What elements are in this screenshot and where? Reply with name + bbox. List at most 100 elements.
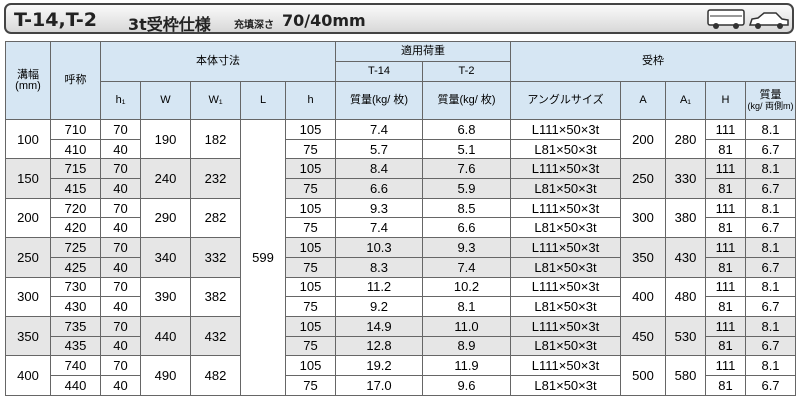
table-cell: 75: [285, 335, 336, 357]
header-cell: アングルサイズ: [510, 81, 621, 120]
table-cell: L81×50×3t: [510, 256, 621, 278]
table-cell: 332: [190, 237, 241, 278]
spec: 3t受枠仕様: [128, 15, 211, 34]
table-cell: L111×50×3t: [510, 237, 621, 258]
table-cell: 430: [665, 237, 706, 278]
table-cell: 500: [620, 355, 666, 396]
table-cell: 75: [285, 256, 336, 278]
table-cell: 40: [100, 138, 141, 160]
table-cell: 6.7: [744, 335, 797, 357]
table-cell: 105: [285, 119, 336, 140]
table-cell: 190: [140, 118, 191, 160]
table-cell: L111×50×3t: [510, 315, 621, 337]
table-row: 400 740 70 490 482 105 19.2 11.9 L111×50×3t 500 58…: [5, 355, 797, 396]
table-cell: 81: [705, 178, 746, 199]
depth: 70/40mm: [282, 11, 366, 30]
header-cell: 本体寸法: [100, 41, 336, 82]
table-cell: 11.0: [422, 315, 511, 337]
table-cell: 440: [140, 315, 191, 357]
table-cell: 7.6: [422, 158, 511, 180]
table-cell: 10.3: [335, 237, 423, 258]
table-cell: L81×50×3t: [510, 296, 621, 317]
table-cell: 440: [50, 374, 101, 396]
model: T-14,T-2: [14, 9, 97, 31]
table-cell: 710: [50, 119, 101, 140]
table-cell: 6.7: [744, 217, 797, 239]
table-cell: 435: [50, 335, 101, 357]
table-cell: L111×50×3t: [510, 197, 621, 219]
table-cell: 75: [285, 138, 336, 160]
table-cell: 8.1: [744, 119, 797, 140]
table-cell: L111×50×3t: [510, 158, 621, 180]
table-cell: 70: [100, 237, 141, 258]
table-cell: 8.1: [744, 355, 797, 376]
table-cell: 75: [285, 374, 336, 396]
table-row: 150 715 70 240 232 105 8.4 7.6 L111×50×3t 250 330 1…: [5, 158, 797, 199]
table-cell: 530: [665, 315, 706, 357]
table-cell: 12.8: [335, 335, 423, 357]
table-cell: 182: [190, 118, 241, 160]
header-cell: h₁: [100, 81, 141, 120]
table-cell: 9.6: [422, 374, 511, 396]
title-bar: T-14,T-2 3t受枠仕様 充填深さ 70/40mm: [4, 3, 794, 34]
header-cell: 受枠: [509, 41, 797, 82]
table-cell: 340: [140, 237, 191, 278]
header-text: (kg/ 両側m): [747, 100, 794, 111]
header-text: 質量: [759, 88, 782, 101]
table-cell: 70: [100, 355, 141, 376]
table-cell: 599: [240, 119, 286, 396]
table-cell: 6.7: [744, 296, 797, 317]
table-cell: 382: [190, 276, 241, 317]
table-cell: 8.1: [422, 296, 511, 317]
table-cell: 6.8: [422, 119, 511, 140]
table-cell: 415: [50, 178, 101, 199]
table-cell: 8.1: [744, 237, 797, 258]
header-cell: 呼称: [50, 41, 101, 120]
table-cell: 735: [50, 315, 101, 337]
table-row: 440 40 75 17.0 9.6 L81×50×3t 81 6.7: [6, 374, 797, 396]
table-row: 425 40 75 8.3 7.4 L81×50×3t 81 6.7: [6, 256, 797, 278]
table-cell: 200: [5, 197, 51, 239]
table-cell: 8.9: [422, 335, 511, 357]
header-cell: W₁: [190, 81, 241, 120]
header-cell: A: [620, 81, 666, 120]
header-cell: 適用荷重: [335, 41, 511, 62]
table-cell: 730: [50, 276, 101, 298]
table-cell: 410: [50, 138, 101, 160]
table-cell: 105: [285, 315, 336, 337]
table-cell: 8.3: [335, 256, 423, 278]
table-cell: 8.5: [422, 197, 511, 219]
table-cell: 40: [100, 256, 141, 278]
table-cell: 11.2: [335, 276, 423, 298]
table-cell: 111: [705, 237, 746, 258]
table-cell: 105: [285, 276, 336, 298]
table-cell: 10.2: [422, 276, 511, 298]
depth-label: 充填深さ: [234, 20, 274, 31]
table-cell: L111×50×3t: [510, 276, 621, 298]
table-cell: 14.9: [335, 315, 423, 337]
table-cell: 282: [190, 197, 241, 239]
table-cell: 390: [140, 276, 191, 317]
header-cell: 質量 (kg/ 両側m): [744, 81, 797, 120]
table-cell: 480: [665, 276, 706, 317]
table-cell: 105: [285, 197, 336, 219]
table-cell: 740: [50, 355, 101, 376]
table-cell: 100: [5, 118, 51, 160]
header-cell: 質量(kg/ 枚): [335, 81, 423, 120]
table-cell: 250: [5, 237, 51, 278]
table-cell: 8.1: [744, 276, 797, 298]
table-cell: 490: [140, 355, 191, 396]
table-row: 435 40 75 12.8 8.9 L81×50×3t 81 6.7: [6, 335, 797, 357]
table-cell: 40: [100, 217, 141, 239]
table-row: 300 730 70 390 382 105 11.2 10.2 L111×50×3t 400 48…: [5, 276, 797, 317]
table-cell: 720: [50, 197, 101, 219]
table-cell: 17.0: [335, 374, 423, 396]
table-cell: 7.4: [422, 256, 511, 278]
vehicle-icons: [707, 9, 789, 29]
table-cell: 111: [705, 158, 746, 180]
table-cell: 81: [705, 374, 746, 396]
table-cell: 300: [620, 197, 666, 239]
table-cell: 290: [140, 197, 191, 239]
table-cell: 105: [285, 237, 336, 258]
table-cell: 420: [50, 217, 101, 239]
